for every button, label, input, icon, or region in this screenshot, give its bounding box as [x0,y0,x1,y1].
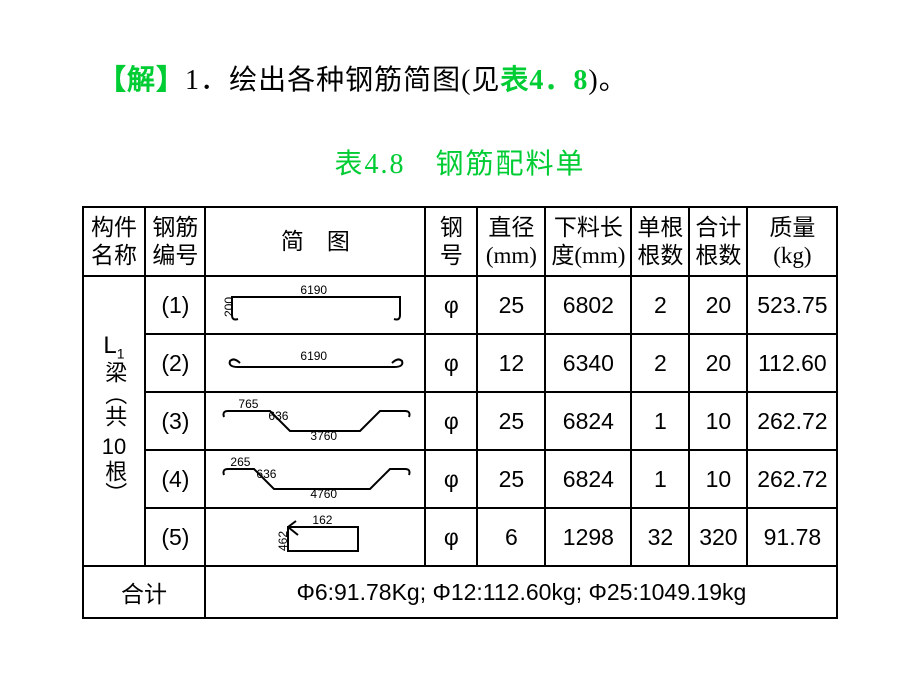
row-dia: 25 [477,392,545,450]
row-steel: φ [425,392,477,450]
dim-top: 6190 [300,349,327,363]
diagram-cell: 6190 [205,334,425,392]
row-len: 1298 [545,508,631,566]
bracket-word: 解 [127,65,156,96]
th-per: 单根根数 [631,207,689,276]
th-steel: 钢号 [425,207,477,276]
rebar-table: 构件名称 钢筋编号 简 图 钢号 直径(mm) 下料长度(mm) 单根根数 合计… [82,206,839,619]
row-per: 2 [631,276,689,334]
th-mass: 质量(kg) [747,207,837,276]
table-row: (2) 6190 φ 12 6340 2 20 112.60 [83,334,838,392]
member-rest2: 根） [101,460,127,504]
row-total: 20 [689,276,747,334]
member-cell: L1 梁（共 10 根） [83,276,146,566]
dim-left: 200 [222,297,236,317]
row-total: 20 [689,334,747,392]
summary-label: 合计 [83,566,206,618]
row-dia: 12 [477,334,545,392]
row-num: (1) [145,276,205,334]
header-row: 构件名称 钢筋编号 简 图 钢号 直径(mm) 下料长度(mm) 单根根数 合计… [83,207,838,276]
row-steel: φ [425,450,477,508]
table-caption: 表4.8 钢筋配料单 [44,142,876,182]
member-ten: 10 [102,434,126,459]
row-total: 320 [689,508,747,566]
row-dia: 25 [477,276,545,334]
member-L: L [103,332,116,359]
row-num: (2) [145,334,205,392]
dim-l2: 636 [256,467,276,481]
heading-tail: )。 [588,65,627,96]
row-mass: 262.72 [747,392,837,450]
row-per: 1 [631,450,689,508]
th-diagram: 简 图 [205,207,425,276]
slide: 【解】1．绘出各种钢筋简图(见表4．8)。 表4.8 钢筋配料单 构件名称 钢筋… [0,0,920,690]
summary-row: 合计 Φ6:91.78Kg; Φ12:112.60kg; Φ25:1049.19… [83,566,838,618]
dim-top: 6190 [300,283,327,297]
dim-l3: 4760 [310,487,337,501]
heading: 【解】1．绘出各种钢筋简图(见表4．8)。 [98,58,876,98]
row-mass: 91.78 [747,508,837,566]
row-mass: 112.60 [747,334,837,392]
th-len: 下料长度(mm) [545,207,631,276]
row-mass: 262.72 [747,450,837,508]
th-total: 合计根数 [689,207,747,276]
row-dia: 6 [477,508,545,566]
dim-h: 462 [276,531,290,551]
table-row: (3) 765 636 3760 φ 25 6824 1 10 262.72 [83,392,838,450]
th-dia: 直径(mm) [477,207,545,276]
row-num: (3) [145,392,205,450]
table-row: (4) 265 636 4760 φ 25 6824 1 10 262.72 [83,450,838,508]
th-number: 钢筋编号 [145,207,205,276]
summary-text: Φ6:91.78Kg; Φ12:112.60kg; Φ25:1049.19kg [205,566,837,618]
member-sub: 1 [117,345,125,361]
row-num: (4) [145,450,205,508]
heading-text: 绘出各种钢筋简图(见 [229,65,500,96]
dim-l3: 3760 [310,429,337,443]
rebar-diagram-2 [210,341,420,385]
bracket-open: 【 [98,65,127,96]
table-row: (5) 162 462 φ 6 1298 32 320 91.78 [83,508,838,566]
row-total: 10 [689,450,747,508]
diagram-cell: 6190 200 [205,276,425,334]
row-per: 32 [631,508,689,566]
row-len: 6340 [545,334,631,392]
row-total: 10 [689,392,747,450]
row-len: 6824 [545,450,631,508]
dim-l1: 265 [230,455,250,469]
row-steel: φ [425,508,477,566]
th-member: 构件名称 [83,207,146,276]
dim-w: 162 [312,513,332,527]
diagram-cell: 162 462 [205,508,425,566]
row-len: 6824 [545,392,631,450]
table-row: L1 梁（共 10 根） (1) 6190 200 φ 25 6 [83,276,838,334]
member-rest: 梁（共 [101,361,127,427]
heading-num: 1． [185,65,229,96]
row-dia: 25 [477,450,545,508]
diagram-cell: 265 636 4760 [205,450,425,508]
row-steel: φ [425,334,477,392]
row-per: 1 [631,392,689,450]
row-num: (5) [145,508,205,566]
row-mass: 523.75 [747,276,837,334]
bracket-close: 】 [156,65,185,96]
diagram-cell: 765 636 3760 [205,392,425,450]
row-per: 2 [631,334,689,392]
row-steel: φ [425,276,477,334]
dim-l2: 636 [268,409,288,423]
row-len: 6802 [545,276,631,334]
dim-l1: 765 [238,397,258,411]
heading-ref: 表4．8 [500,65,588,96]
